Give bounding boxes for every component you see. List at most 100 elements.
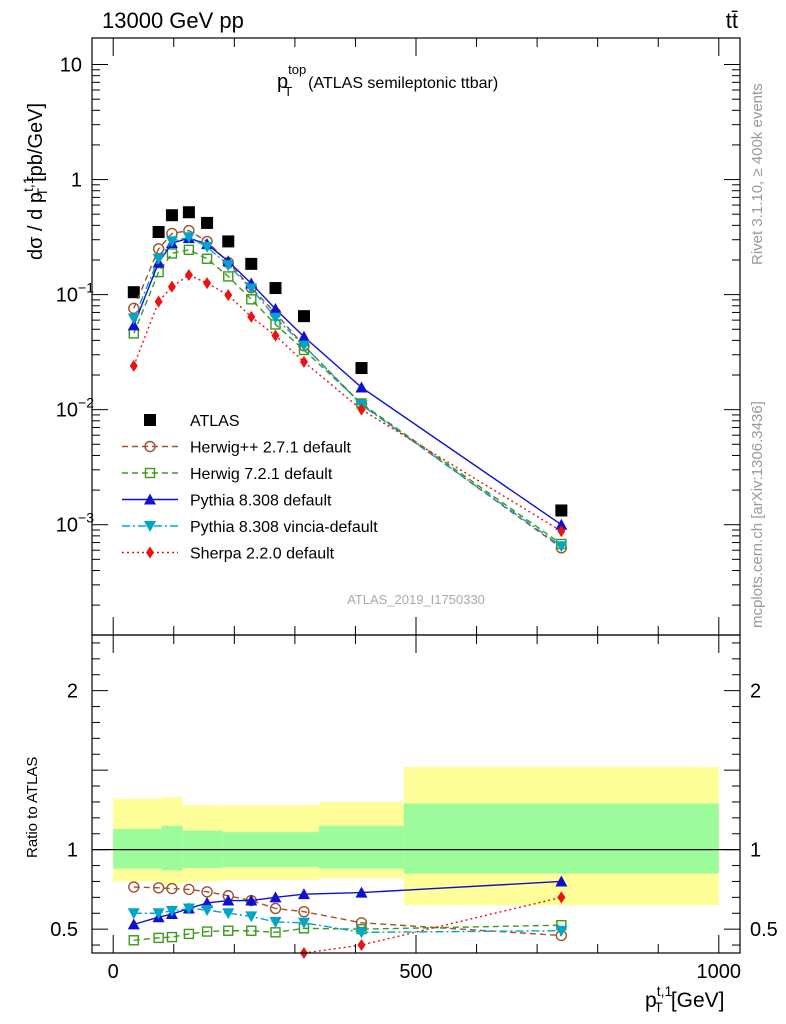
ratio-point — [357, 939, 366, 952]
data-point — [247, 310, 256, 323]
data-point — [222, 260, 235, 272]
data-point — [182, 232, 195, 244]
legend-label: ATLAS — [190, 413, 240, 430]
data-point — [355, 362, 368, 375]
ratio-y-tick-label-right: 1 — [750, 840, 761, 862]
ratio-point — [165, 905, 178, 917]
data-point — [152, 253, 165, 265]
legend-marker — [146, 546, 154, 559]
legend-entry: Herwig 7.2.1 default — [122, 466, 333, 483]
stat-uncertainty-band — [113, 828, 162, 869]
data-point — [357, 403, 366, 416]
data-point — [223, 271, 234, 282]
legend-label: Pythia 8.308 default — [190, 493, 332, 510]
ratio-point — [298, 905, 310, 918]
data-point — [555, 541, 568, 553]
ratio-point — [222, 908, 235, 920]
data-point — [245, 283, 258, 295]
data-point — [152, 226, 165, 239]
y-tick-label: 10−3 — [56, 510, 94, 537]
ratio-point — [127, 918, 140, 930]
ratio-point — [245, 911, 258, 923]
data-point — [355, 381, 368, 393]
ratio-point — [555, 875, 568, 887]
data-point — [129, 359, 138, 372]
data-point — [297, 340, 310, 352]
data-point — [245, 257, 258, 270]
legend-label: Herwig 7.2.1 default — [190, 466, 333, 483]
data-point — [297, 330, 310, 342]
legend-entry: ATLAS — [144, 413, 240, 430]
ratio-y-tick-label-right: 2 — [750, 681, 761, 703]
ratio-point — [245, 894, 258, 906]
legend-marker — [144, 521, 156, 532]
data-point — [222, 235, 235, 248]
rivet-label: Rivet 3.1.10, ≥ 400k events — [749, 83, 766, 265]
legend-label: Herwig++ 2.7.1 default — [190, 440, 352, 457]
ratio-panel-series — [127, 875, 568, 959]
ratio-point — [269, 916, 282, 928]
data-point — [128, 302, 140, 315]
ratio-point — [183, 883, 195, 896]
ratio-point — [152, 882, 165, 894]
ratio-y-axis-label: Ratio to ATLAS — [24, 757, 41, 858]
ratio-line — [303, 896, 562, 954]
y-axis-label: dσ / d pt,1T[pb/GeV] — [20, 103, 50, 260]
data-point — [555, 518, 568, 530]
stat-uncertainty-band — [403, 803, 719, 874]
ratio-uncertainty-bands — [92, 766, 740, 906]
ratio-line — [133, 907, 562, 934]
data-point — [297, 310, 310, 323]
data-point — [183, 244, 195, 256]
data-point — [203, 277, 212, 290]
ratio-point — [201, 926, 213, 937]
ratio-point — [127, 908, 140, 920]
ratio-point — [246, 925, 257, 936]
legend: ATLAS Herwig++ 2.7.1 default Herwig 7.2.1 … — [122, 413, 378, 563]
ratio-point — [223, 925, 234, 936]
ratio-point — [269, 902, 282, 915]
ratio-point — [222, 894, 235, 906]
data-point — [555, 504, 568, 517]
x-tick-label: 0 — [108, 961, 119, 983]
legend-entry: Pythia 8.308 vincia-default — [122, 519, 378, 536]
ratio-point — [166, 931, 178, 943]
data-point — [165, 236, 178, 248]
y-tick-label: 10 — [60, 55, 82, 77]
data-point — [127, 319, 140, 331]
legend-marker — [144, 493, 156, 505]
ratio-y-tick-label: 2 — [67, 681, 78, 703]
data-point — [167, 280, 176, 293]
ratio-point — [269, 891, 282, 903]
series-atlas — [127, 206, 568, 517]
energy-label: 13000 GeV pp — [102, 8, 244, 33]
legend-label: Sherpa 2.2.0 default — [190, 546, 335, 563]
x-tick-label: 500 — [399, 961, 432, 983]
data-point — [224, 289, 233, 302]
data-point — [299, 355, 308, 368]
analysis-id: ATLAS_2019_I1750330 — [347, 592, 485, 607]
main-panel-series — [127, 206, 568, 554]
data-point — [127, 313, 140, 325]
data-point — [184, 269, 193, 282]
ratio-sherpa-2-2-0-default — [299, 891, 566, 959]
stat-uncertainty-band — [319, 825, 404, 869]
data-point — [182, 206, 195, 219]
ratio-point — [555, 925, 568, 937]
ratio-point — [355, 886, 368, 898]
ratio-y-tick-label: 0.5 — [50, 919, 78, 941]
ratio-pythia-8-308-vincia-default — [127, 903, 568, 939]
series-sherpa-2-2-0-default — [129, 269, 566, 538]
data-point — [269, 312, 282, 324]
data-point — [246, 294, 257, 305]
data-point — [201, 253, 213, 264]
data-point — [557, 525, 566, 538]
x-axis-label: pt,1 T [GeV] — [645, 983, 725, 1015]
ratio-line — [133, 924, 562, 941]
y-tick-label: 10−1 — [56, 280, 94, 307]
data-point — [201, 216, 214, 229]
ratio-point — [355, 927, 368, 939]
ratio-y-tick-label: 1 — [67, 840, 78, 862]
data-point — [201, 241, 214, 253]
